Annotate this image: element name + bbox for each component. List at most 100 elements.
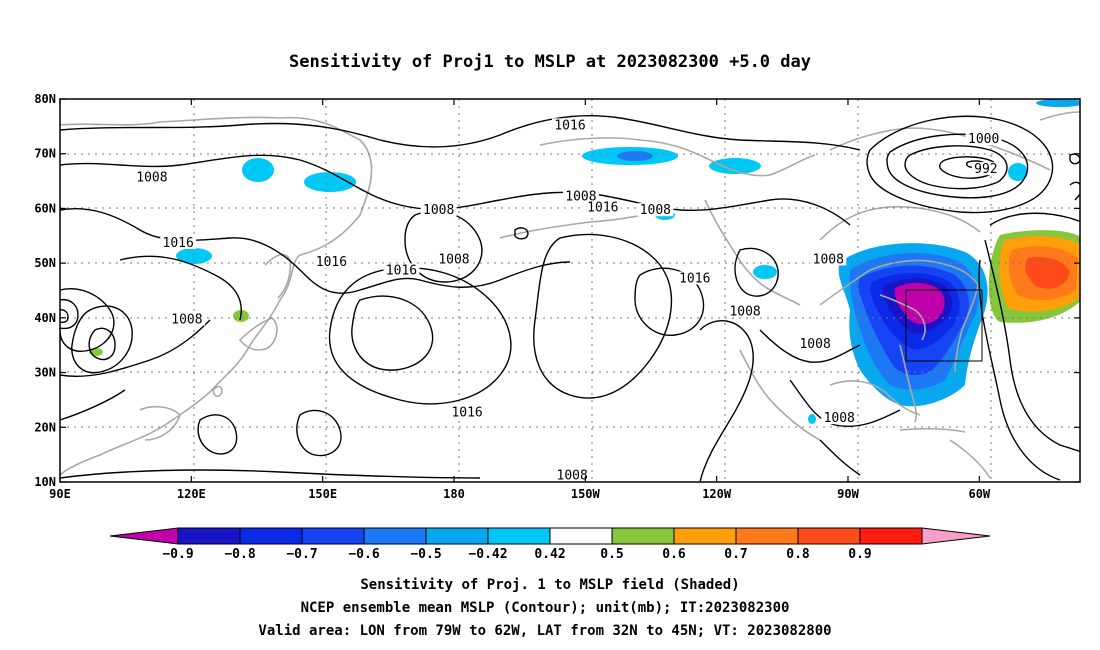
caption-line-3: Valid area: LON from 79W to 62W, LAT fro…: [258, 623, 831, 639]
negative-patch: [304, 172, 356, 192]
negative-patch: [176, 248, 212, 264]
positive-region-red: [1025, 256, 1070, 289]
negative-patch: [617, 151, 653, 161]
colorbar-label: 0.5: [600, 547, 623, 562]
colorbar-high-arrow: [921, 527, 991, 545]
colorbar-box: [363, 527, 427, 545]
x-tick-label: 180: [443, 487, 465, 501]
colorbar-box: [735, 527, 799, 545]
colorbar-box: [425, 527, 489, 545]
y-tick-label: 10N: [34, 475, 56, 489]
colorbar-box: [859, 527, 923, 545]
y-tick-label: 50N: [34, 256, 56, 270]
y-tick-label: 30N: [34, 366, 56, 380]
negative-patch: [1036, 99, 1080, 107]
contour-label: 1008: [729, 304, 760, 319]
contour-label: 1008: [813, 252, 844, 267]
colorbar-label: −0.6: [348, 547, 379, 562]
contour-label: 992: [974, 162, 997, 177]
contour-label: 1016: [679, 272, 710, 287]
negative-patch: [242, 158, 274, 182]
contour-label: 1008: [557, 469, 588, 484]
x-tick-label: 120E: [177, 487, 206, 501]
chart-title: Sensitivity of Proj1 to MSLP at 20230823…: [289, 52, 811, 72]
contour-label-bg: [168, 312, 205, 326]
contour-label: 1016: [554, 118, 585, 133]
contour-label-bg: [562, 189, 599, 203]
caption-line-2: NCEP ensemble mean MSLP (Contour); unit(…: [301, 600, 790, 616]
contour-label: 1000: [968, 132, 999, 147]
colorbar: −0.9 −0.8 −0.7 −0.6 −0.5 −0.42 0.42 0.5 0.6 0.7 0.…: [109, 527, 991, 562]
x-tick-label: 120W: [702, 487, 732, 501]
contour-label-bg: [449, 405, 486, 419]
colorbar-label: −0.5: [410, 547, 441, 562]
colorbar-label: −0.8: [224, 547, 255, 562]
negative-patch: [753, 265, 777, 279]
colorbar-box: [549, 527, 613, 545]
contour-label-bg: [637, 203, 674, 217]
contour-label-bg: [676, 271, 713, 285]
negative-patch: [1008, 163, 1028, 181]
contour-label: 1016: [163, 236, 194, 251]
negative-patch: [808, 414, 816, 424]
contour-label-bg: [584, 200, 621, 214]
contour-labels: 1016 1000 992 1008 1016 1016 1008 1016 1008 1008 1…: [133, 118, 1002, 484]
colorbar-box: [487, 527, 551, 545]
contour-label: 1008: [799, 337, 830, 352]
colorbar-label: 0.42: [534, 547, 565, 562]
negative-patch: [709, 158, 761, 174]
colorbar-label: 0.9: [848, 547, 871, 562]
x-tick-label: 90W: [837, 487, 859, 501]
plot-frame: [59, 98, 1081, 483]
x-tick-label: 60W: [968, 487, 990, 501]
colorbar-label: −0.7: [286, 547, 317, 562]
y-tick-label: 40N: [34, 311, 56, 325]
contour-label-bg: [160, 235, 197, 249]
contour-label-bg: [313, 255, 350, 269]
colorbar-label: −0.9: [162, 547, 193, 562]
contour-label-bg: [797, 337, 834, 351]
y-tick-label: 80N: [34, 92, 56, 106]
contour-label-bg: [821, 411, 858, 425]
colorbar-box: [301, 527, 365, 545]
contour-label: 1016: [386, 263, 417, 278]
contour-label-bg: [971, 162, 1000, 176]
colorbar-box: [797, 527, 861, 545]
x-tick-label: 150W: [571, 487, 601, 501]
colorbar-low-arrow: [109, 527, 179, 545]
x-axis: 90E 120E 150E 180 150W 120W 90W 60W: [49, 99, 991, 501]
colorbar-box: [177, 527, 241, 545]
contour-label-bg: [552, 118, 588, 132]
contour-label: 1008: [171, 313, 202, 328]
contour-label: 1016: [587, 200, 618, 215]
contour-label-bg: [133, 170, 170, 184]
y-axis: 10N 20N 30N 40N 50N 60N 70N 80N: [34, 92, 1080, 489]
x-tick-label: 150E: [308, 487, 337, 501]
colorbar-box: [673, 527, 737, 545]
contour-label: 1016: [451, 406, 482, 421]
colorbar-label: 0.6: [662, 547, 686, 562]
contour-label-bg: [727, 304, 764, 318]
contour-label: 1008: [640, 203, 671, 218]
x-tick-label: 90E: [49, 487, 71, 501]
colorbar-box: [611, 527, 675, 545]
colorbar-label: 0.7: [724, 547, 747, 562]
contour-label: 1008: [136, 170, 167, 185]
contour-label-bg: [965, 132, 1002, 146]
valid-area-box: [905, 289, 983, 362]
contour-label: 1016: [316, 255, 347, 270]
colorbar-box: [239, 527, 303, 545]
contour-label-bg: [420, 203, 457, 217]
colorbar-label: −0.42: [468, 547, 507, 562]
contour-label-bg: [554, 468, 591, 482]
contour-label: 1008: [423, 203, 454, 218]
sensitivity-shading: [89, 99, 1080, 424]
contour-label-bg: [435, 252, 472, 266]
y-tick-label: 70N: [34, 147, 56, 161]
map-layer: [60, 99, 1080, 482]
contour-label: 1008: [824, 411, 855, 426]
contour-label: 1008: [438, 252, 469, 267]
colorbar-label: 0.8: [786, 547, 810, 562]
contour-label-bg: [810, 252, 847, 266]
